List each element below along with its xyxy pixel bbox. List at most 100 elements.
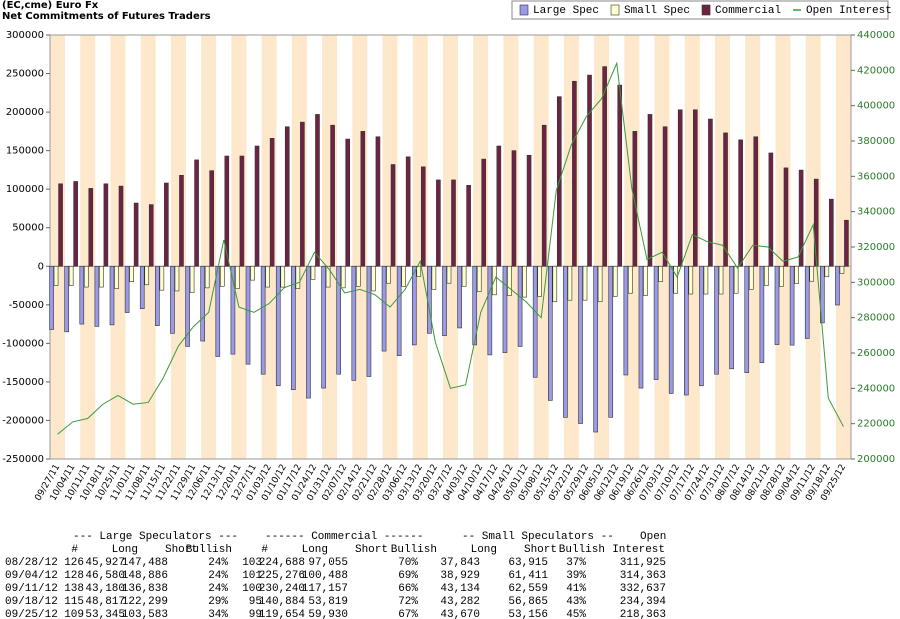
table-cell: 72%	[398, 596, 418, 608]
bar	[280, 265, 286, 288]
bar	[245, 265, 251, 365]
bar	[224, 155, 230, 267]
table-cell: 08/28/12	[5, 557, 58, 569]
bar	[511, 150, 517, 267]
band-stripe	[110, 35, 126, 459]
y2-tick-label: 280000	[857, 313, 895, 324]
table-column-header: #	[261, 544, 268, 556]
table-cell: 101	[242, 570, 262, 582]
bar	[306, 265, 311, 399]
bar	[723, 132, 728, 267]
band-stripe	[503, 35, 519, 459]
table-cell: 225,276	[259, 570, 305, 582]
table-cell: 230,240	[259, 583, 305, 595]
bar	[804, 265, 810, 339]
bar	[798, 169, 804, 267]
band-stripe	[80, 35, 96, 459]
y2-tick-label: 260000	[857, 348, 895, 359]
bar	[215, 265, 221, 357]
bar	[673, 265, 678, 294]
bar	[547, 265, 553, 401]
y-tick-label: 300000	[6, 30, 44, 41]
bar	[109, 265, 115, 326]
bar	[638, 265, 644, 389]
bar	[164, 182, 169, 267]
bar	[58, 183, 63, 267]
bar	[174, 265, 180, 292]
bar	[260, 265, 266, 375]
y-tick-label: 200000	[6, 107, 44, 118]
bar	[744, 265, 750, 373]
bar	[703, 265, 709, 295]
table-cell: 69%	[398, 570, 418, 582]
bar	[79, 265, 85, 325]
table-group-header: ------ Commercial ------	[265, 531, 423, 543]
bar	[602, 66, 607, 267]
bar	[386, 265, 391, 284]
bar	[647, 114, 653, 267]
table-cell: 24%	[208, 570, 228, 582]
band-stripe	[790, 35, 806, 459]
bar	[481, 158, 487, 267]
table-cell: 24%	[208, 583, 228, 595]
table-cell: 09/04/12	[5, 570, 58, 582]
table-cell: 109	[64, 609, 84, 619]
table-cell: 09/18/12	[5, 596, 58, 608]
bar	[820, 265, 825, 324]
band-stripe	[95, 35, 111, 459]
bar	[466, 185, 471, 267]
bar	[381, 265, 387, 352]
bar	[420, 166, 426, 267]
y2-tick-label: 380000	[857, 136, 895, 147]
bar	[345, 138, 351, 267]
bar	[608, 265, 614, 418]
table-column-header: Long	[302, 544, 328, 556]
table-cell: 103,583	[122, 609, 168, 619]
bar	[356, 265, 361, 287]
y-tick-label: 50000	[12, 223, 44, 234]
bar	[336, 265, 342, 375]
bar	[139, 265, 145, 309]
bar	[824, 265, 830, 278]
bar	[844, 219, 849, 267]
table-cell: 45%	[566, 609, 586, 619]
bar	[275, 265, 281, 387]
bar	[794, 265, 799, 284]
bar	[390, 164, 396, 267]
bar	[300, 121, 305, 267]
bar	[517, 265, 523, 347]
bar	[587, 74, 592, 267]
y2-tick-label: 440000	[857, 30, 895, 41]
bar	[179, 175, 184, 267]
band-stripe	[382, 35, 398, 459]
y2-tick-label: 320000	[857, 242, 895, 253]
bar	[133, 202, 139, 267]
y-tick-label: 0	[38, 261, 44, 272]
table-cell: 67%	[398, 609, 418, 619]
table-cell: 100	[242, 583, 262, 595]
table-cell: 09/25/12	[5, 609, 58, 619]
band-stripe	[50, 35, 66, 459]
table-column-header: Bullish	[559, 544, 605, 556]
bar	[699, 265, 704, 387]
bar	[597, 265, 603, 303]
table-cell: 234,394	[620, 596, 667, 608]
table-group-header: --- Large Speculators ---	[73, 531, 238, 543]
bar	[49, 265, 54, 330]
table-group-header: Open	[640, 531, 666, 543]
table-cell: 43,282	[440, 596, 480, 608]
table-column-header: Interest	[612, 544, 665, 556]
bar	[578, 265, 583, 424]
table-cell: 53,156	[508, 609, 548, 619]
bar	[563, 265, 568, 418]
y2-tick-label: 340000	[857, 207, 895, 218]
bar	[502, 265, 508, 353]
table-cell: 136,838	[122, 583, 168, 595]
table-cell: 66%	[398, 583, 418, 595]
bar	[537, 265, 542, 297]
bar	[220, 265, 225, 287]
bar	[340, 265, 346, 289]
band-stripe	[805, 35, 821, 459]
bar	[658, 265, 663, 282]
table-cell: 224,688	[259, 557, 305, 569]
